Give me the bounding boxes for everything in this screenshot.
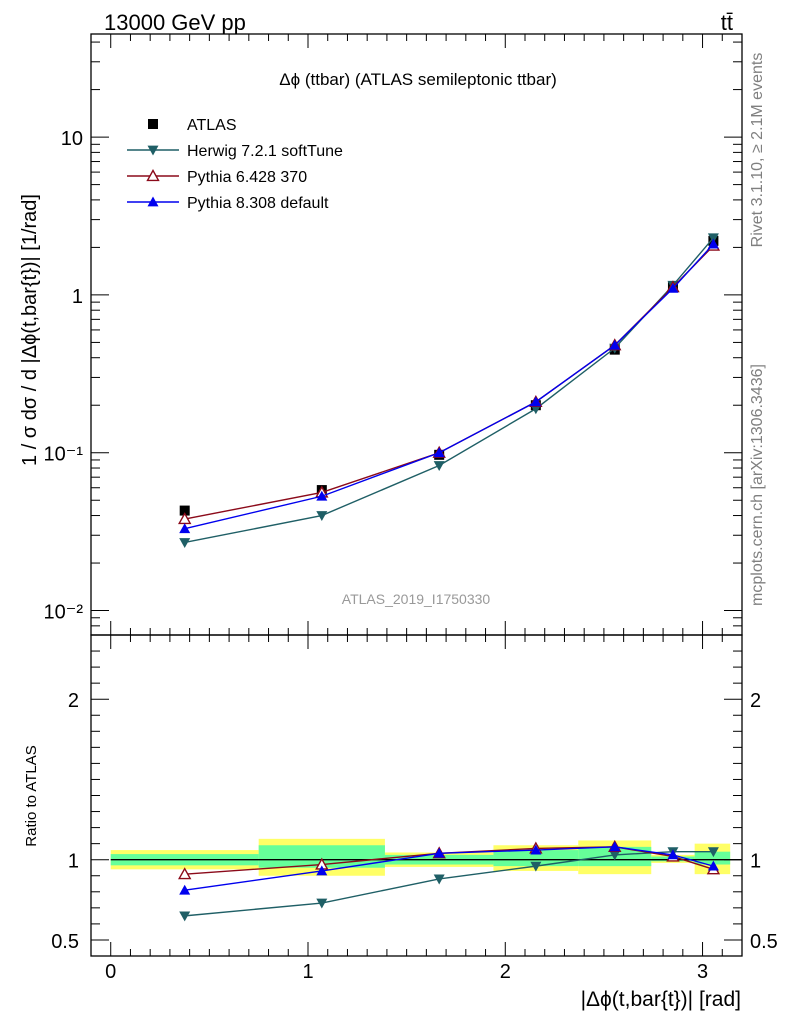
ratio-point xyxy=(433,874,445,885)
y-tick-label: 10⁻¹ xyxy=(44,444,84,466)
data-point xyxy=(316,490,328,501)
data-point xyxy=(530,396,542,407)
legend-marker xyxy=(147,196,159,207)
uncertainty-band-inner xyxy=(493,850,579,867)
ratio-y-tick-label: 2 xyxy=(68,690,79,712)
x-tick-label: 3 xyxy=(697,961,708,983)
ratio-panel: 0.5 0.5 1 1 2 2 0 1 2 3 Ratio to ATLAS |Δϕ(t,bar{… xyxy=(23,634,778,1011)
x-axis-label: |Δϕ(t,bar{t})| [rad] xyxy=(581,988,741,1011)
data-point xyxy=(179,505,190,516)
data-point xyxy=(433,447,445,458)
ratio-point xyxy=(316,898,328,909)
x-tick-label: 2 xyxy=(500,961,511,983)
series-line xyxy=(184,237,714,544)
uncertainty-band-inner xyxy=(694,851,731,865)
data-point xyxy=(316,511,328,522)
legend-entry-label: Herwig 7.2.1 softTune xyxy=(187,143,343,160)
ratio-point xyxy=(433,847,445,858)
ratio-point xyxy=(530,861,542,872)
series-herwig-7-2-1-softtune xyxy=(179,233,719,548)
legend-marker xyxy=(148,119,158,129)
ratio-point xyxy=(178,867,192,880)
header-process-label: tt̄ xyxy=(721,10,733,35)
side-label-rivet: Rivet 3.1.10, ≥ 2.1M events xyxy=(749,53,766,248)
ratio-y-axis-label: Ratio to ATLAS xyxy=(23,745,40,846)
ratio-y-tick-label: 0.5 xyxy=(51,931,79,953)
ratio-y-tick-label-right: 2 xyxy=(750,690,761,712)
ratio-point xyxy=(316,865,328,876)
data-point xyxy=(179,538,191,548)
side-label-mcplots: mcplots.cern.ch [arXiv:1306.3436] xyxy=(749,364,766,606)
legend-entry-label: Pythia 8.308 default xyxy=(187,195,329,212)
ratio-y-tick-label-right: 0.5 xyxy=(750,931,778,953)
ratio-point xyxy=(530,844,542,855)
ratio-point xyxy=(609,850,621,861)
header-energy-label: 13000 GeV pp xyxy=(104,10,246,35)
ratio-point xyxy=(667,849,679,860)
legend-marker xyxy=(146,169,160,182)
x-tick-label: 0 xyxy=(105,961,116,983)
data-point xyxy=(667,282,679,293)
ratio-point xyxy=(707,860,719,871)
legend: ATLAS Herwig 7.2.1 softTune Pythia 6.428 3… xyxy=(127,117,343,212)
analysis-watermark: ATLAS_2019_I1750330 xyxy=(342,591,491,607)
y-tick-label: 1 xyxy=(72,286,83,308)
series-line xyxy=(184,243,714,530)
plot-title: Δϕ (ttbar) (ATLAS semileptonic ttbar) xyxy=(279,70,557,89)
ratio-point xyxy=(179,884,191,895)
y-axis-label: 1 / σ dσ / d |Δϕ(t,bar{t})| [1/rad] xyxy=(19,194,41,466)
ratio-point xyxy=(707,847,719,858)
series-pythia-8-308-default xyxy=(179,238,719,534)
ratio-panel-frame xyxy=(90,634,743,957)
legend-entry-label: ATLAS xyxy=(187,117,237,134)
ratio-y-tick-label: 1 xyxy=(68,851,79,873)
ratio-point xyxy=(179,911,191,922)
data-point xyxy=(707,238,719,249)
main-panel: 10⁻² 10⁻¹ 1 10 Δϕ (ttbar) (ATLAS semilepton… xyxy=(19,33,743,636)
data-point xyxy=(707,233,719,244)
ratio-y-tick-label-right: 1 xyxy=(750,851,761,873)
data-point xyxy=(609,339,621,350)
series-atlas xyxy=(179,235,719,516)
legend-marker xyxy=(147,145,159,156)
x-tick-label: 1 xyxy=(302,961,313,983)
data-point xyxy=(433,461,445,472)
y-tick-label: 10⁻² xyxy=(44,602,84,624)
y-tick-label: 10 xyxy=(61,128,83,150)
ratio-point xyxy=(609,841,621,852)
data-point xyxy=(179,523,191,534)
ratio-series-pythia-8-308-default xyxy=(179,841,719,895)
legend-entry-label: Pythia 6.428 370 xyxy=(187,169,307,186)
series-line xyxy=(184,245,714,520)
series-pythia-6-428-370 xyxy=(178,238,721,525)
